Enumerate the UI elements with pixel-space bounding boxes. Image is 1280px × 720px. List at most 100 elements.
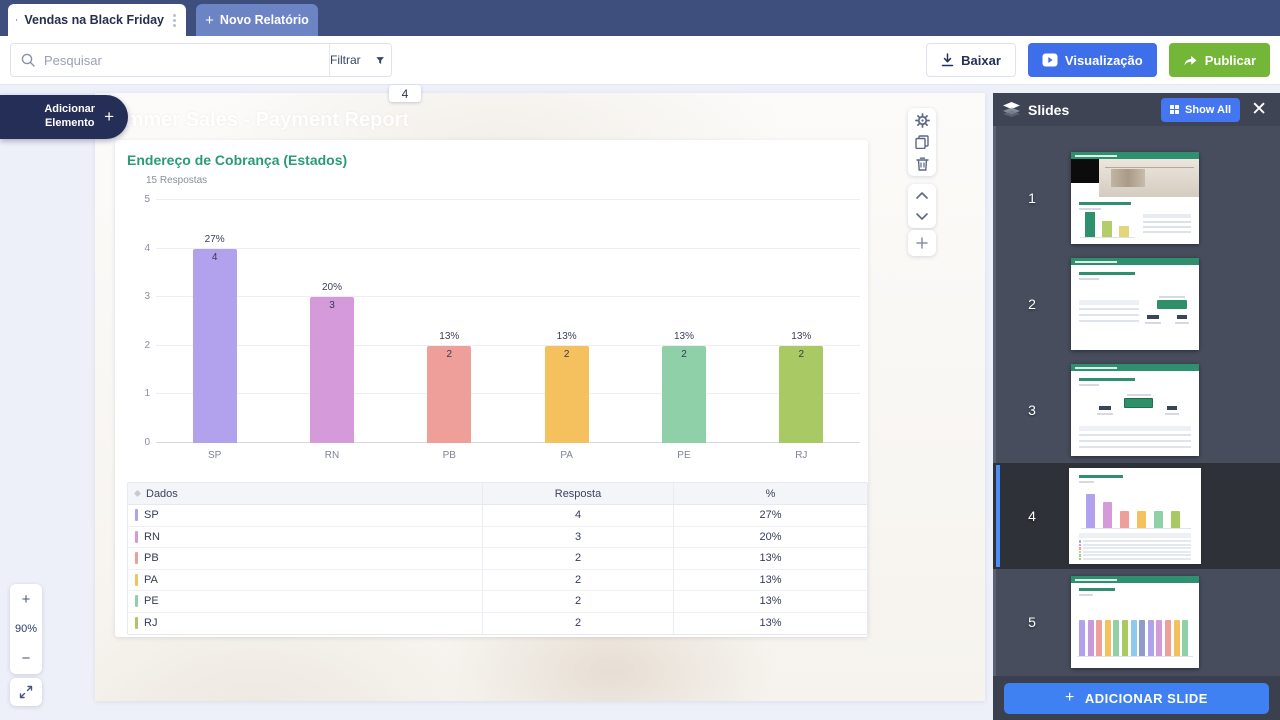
bar-percent-label: 20%	[321, 282, 342, 294]
element-tools-card	[908, 108, 936, 176]
show-all-label: Show All	[1185, 103, 1232, 116]
zoom-controls: + 90% −	[10, 584, 42, 674]
table-cell-pct: 13%	[759, 552, 782, 565]
filter-button[interactable]: Filtrar	[329, 44, 391, 76]
table-cell-pct: 27%	[759, 509, 782, 522]
y-axis-tick-label: 3	[144, 291, 150, 303]
table-cell-pct: 13%	[759, 573, 782, 586]
slide-thumbnail-4[interactable]	[1069, 468, 1201, 564]
bar-percent-label: 27%	[204, 233, 225, 245]
slide-row-3[interactable]: 3	[993, 357, 1280, 463]
add-element-button[interactable]: Adicionar Elemento +	[0, 95, 128, 139]
zoom-out-button[interactable]: −	[21, 650, 31, 667]
bar-slot: 27% 4	[156, 200, 273, 443]
bar-SP[interactable]	[192, 248, 237, 443]
row-color-tick	[135, 509, 138, 522]
slide-thumbnail-2[interactable]	[1071, 258, 1199, 350]
table-cell-label: PB	[128, 548, 483, 569]
x-axis-label: PA	[560, 450, 573, 461]
slide-row-1[interactable]: 1	[993, 145, 1280, 251]
chart-gridline	[156, 296, 860, 298]
table-row[interactable]: PE 2 13%	[128, 591, 867, 613]
table-cell-pct: 13%	[759, 617, 782, 630]
bar-slot: 13% 2	[508, 200, 625, 443]
slide-thumbnail-3[interactable]	[1071, 364, 1199, 456]
table-row[interactable]: SP 4 27%	[128, 505, 867, 527]
plus-icon: +	[1065, 689, 1075, 706]
y-axis-tick-label: 5	[144, 194, 150, 205]
x-axis-label: PB	[442, 450, 456, 461]
top-tab-bar: Vendas na Black Friday + Novo Relatório	[0, 0, 1280, 36]
duplicate-icon[interactable]	[911, 132, 933, 152]
table-cell-pct: 13%	[759, 595, 782, 608]
bar-slot: 20% 3	[273, 200, 390, 443]
bar-RN[interactable]	[309, 297, 354, 443]
bar-PA[interactable]	[544, 345, 589, 443]
slide-number: 5	[1028, 614, 1036, 630]
chart-gridline	[156, 344, 860, 346]
table-cell-label: SP	[128, 505, 483, 526]
x-axis-label: RJ	[795, 450, 808, 461]
publish-label: Publicar	[1204, 52, 1256, 68]
download-button[interactable]: Baixar	[926, 43, 1016, 77]
table-row[interactable]: RJ 2 13%	[128, 612, 867, 634]
search-icon	[21, 53, 35, 67]
chart-gridline	[156, 442, 860, 443]
active-tab-label: Vendas na Black Friday	[24, 13, 164, 27]
chart-title: Endereço de Cobrança (Estados)	[127, 152, 348, 168]
table-cell-pct: 20%	[759, 530, 782, 543]
close-panel-icon[interactable]: ✕	[1251, 99, 1267, 120]
bar-value-label: 2	[446, 348, 453, 360]
reorder-tools-card	[908, 184, 936, 228]
publish-button[interactable]: Publicar	[1168, 43, 1270, 77]
table-cell-value: 2	[483, 591, 674, 612]
plus-icon: +	[104, 107, 114, 126]
chevron-up-icon[interactable]	[911, 185, 933, 205]
bar-PB[interactable]	[427, 345, 472, 443]
new-report-label: Novo Relatório	[219, 13, 309, 27]
bar-percent-label: 13%	[439, 330, 460, 342]
slide-thumbnail-5[interactable]	[1071, 576, 1199, 668]
chart-gridline	[156, 199, 860, 200]
bar-PE[interactable]	[661, 345, 706, 443]
zoom-in-button[interactable]: +	[21, 591, 31, 608]
add-slide-label: ADICIONAR SLIDE	[1084, 690, 1208, 706]
table-header-resposta: Resposta	[483, 483, 674, 504]
slide-thumbnail-1[interactable]	[1071, 152, 1199, 244]
tab-menu-icon[interactable]	[171, 12, 178, 29]
settings-gear-icon[interactable]	[911, 110, 933, 130]
y-axis-tick-label: 1	[144, 388, 150, 400]
search-input[interactable]	[42, 51, 329, 69]
slides-panel: Slides Show All ✕ 1 2 3 4 5 + ADICIONAR SLID…	[993, 93, 1280, 720]
x-axis-label: SP	[207, 450, 222, 461]
tab-active-report[interactable]: Vendas na Black Friday	[8, 4, 186, 36]
y-axis-tick-label: 4	[144, 242, 150, 254]
bar-chart-plot: 0 1 2 3 4 5 27% 4 20% 3 13% 2 13% 2 13% 2 13% 2	[144, 194, 860, 448]
fullscreen-button[interactable]	[10, 678, 42, 706]
trash-icon[interactable]	[911, 154, 933, 174]
preview-button[interactable]: Visualização	[1027, 43, 1157, 77]
bar-RJ[interactable]	[779, 345, 824, 443]
slide-row-5[interactable]: 5	[993, 569, 1280, 675]
add-slide-button[interactable]: + ADICIONAR SLIDE	[1004, 682, 1269, 714]
sort-marker-icon[interactable]	[133, 489, 142, 498]
zoom-level: 90%	[14, 623, 38, 635]
table-row[interactable]: RN 3 20%	[128, 526, 867, 548]
slides-list: 1 2 3 4 5	[993, 126, 1280, 676]
table-row[interactable]: PA 2 13%	[128, 569, 867, 591]
x-axis-label: RN	[324, 450, 340, 461]
slides-scrollbar[interactable]	[993, 126, 996, 676]
chevron-down-icon[interactable]	[911, 207, 933, 227]
bar-value-label: 4	[211, 251, 218, 263]
table-row[interactable]: PB 2 13%	[128, 548, 867, 570]
slide-row-4[interactable]: 4	[993, 463, 1280, 569]
chart-element-card[interactable]: Endereço de Cobrança (Estados) 1 5 Respos…	[115, 140, 868, 637]
new-report-tab[interactable]: + Novo Relatório	[196, 4, 318, 36]
plus-icon[interactable]	[911, 233, 933, 253]
add-element-label: Adicionar Elemento	[44, 103, 96, 129]
show-all-button[interactable]: Show All	[1160, 97, 1241, 122]
toolbar: Filtrar Baixar Visualização	[0, 36, 1280, 85]
slide-row-2[interactable]: 2	[993, 251, 1280, 357]
preview-label: Visualização	[1064, 52, 1143, 68]
